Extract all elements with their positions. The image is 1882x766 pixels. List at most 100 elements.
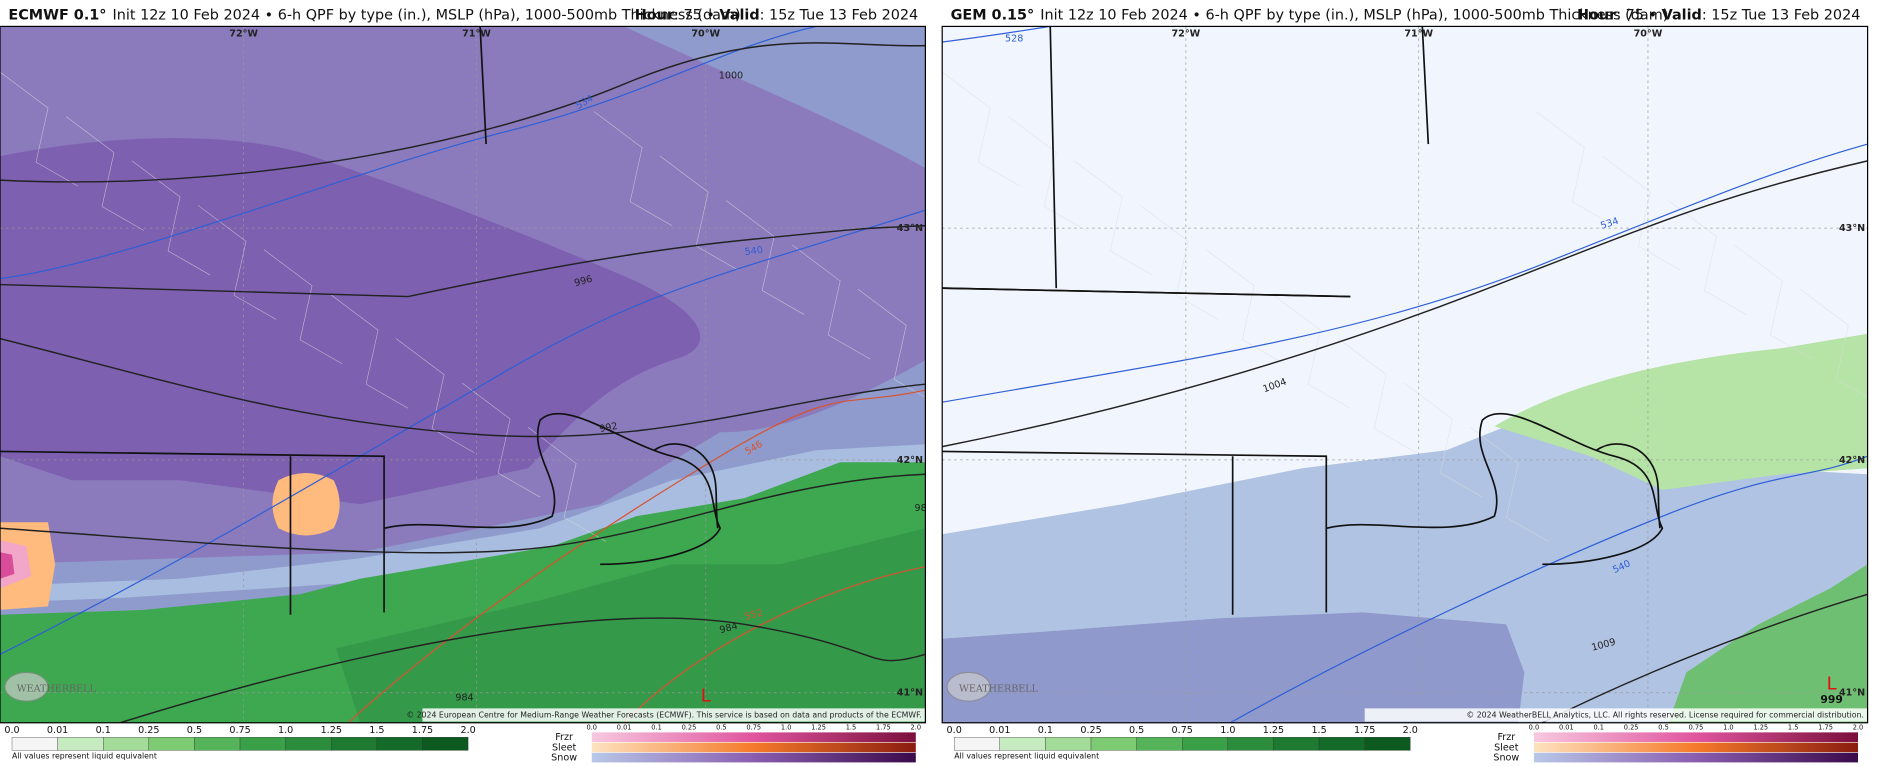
- type-bar: [591, 742, 916, 753]
- type-tick: 1.75: [1818, 724, 1833, 732]
- valid-time: Hour: 75 • Valid: 15z Tue 13 Feb 2024: [1577, 8, 1860, 24]
- low-marker: L: [701, 685, 711, 706]
- qpf-tick: 1.0: [278, 725, 293, 736]
- latitude-label: 41°N: [897, 688, 923, 699]
- contour-line: [942, 26, 1051, 43]
- contour-label: 98: [914, 503, 926, 514]
- qpf-tick: 1.25: [321, 725, 342, 736]
- copyright-box: [1364, 708, 1868, 722]
- precip-area: [0, 540, 32, 589]
- contour-line: [1542, 593, 1868, 723]
- map-frame: [941, 25, 1869, 724]
- type-tick: 1.5: [1788, 724, 1798, 732]
- type-tick: 1.0: [781, 724, 791, 732]
- qpf-tick: 0.5: [187, 725, 202, 736]
- precip-area: [0, 444, 926, 603]
- qpf-swatch: [1045, 737, 1092, 751]
- contour-label: 1000: [719, 71, 743, 82]
- valid-label: Valid: [1662, 8, 1702, 24]
- type-label: Frzr: [1497, 732, 1515, 743]
- precip-area: [272, 473, 340, 536]
- type-tick: 0.1: [1593, 724, 1603, 732]
- type-bar: [591, 732, 916, 742]
- qpf-swatch: [148, 737, 195, 751]
- type-tick: 0.1: [651, 724, 661, 732]
- qpf-swatch: [1364, 737, 1411, 751]
- longitude-label: 72°W: [1171, 29, 1200, 40]
- qpf-swatch: [954, 737, 1000, 751]
- qpf-tick: 0.25: [138, 725, 159, 736]
- qpf-tick: 1.5: [369, 725, 384, 736]
- qpf-swatch: [1182, 737, 1229, 751]
- precip-area: [942, 612, 1525, 723]
- qpf-tick: 1.25: [1263, 725, 1284, 736]
- county-border: [725, 200, 805, 315]
- type-tick: 1.0: [1723, 724, 1733, 732]
- contour-line: [942, 160, 1868, 448]
- qpf-tick: 1.75: [1354, 725, 1375, 736]
- legend-note: All values represent liquid equivalent: [12, 751, 157, 760]
- hour-value: : 75 •: [1616, 8, 1661, 24]
- county-border: [1404, 382, 1483, 498]
- county-border: [1206, 249, 1285, 365]
- copyright-box: [422, 708, 926, 722]
- county-border: [395, 338, 475, 453]
- contour-line: [347, 389, 926, 723]
- contour-label: 528: [1005, 33, 1023, 44]
- logo: WEATHERBELL: [17, 684, 97, 695]
- county-border: [1668, 200, 1747, 315]
- latitude-label: 42°N: [1839, 455, 1865, 466]
- qpf-tick: 0.75: [1172, 725, 1193, 736]
- qpf-tick: 0.25: [1080, 725, 1101, 736]
- county-border: [461, 382, 541, 498]
- valid-value: : 15z Tue 13 Feb 2024: [1702, 8, 1861, 24]
- valid-label: Valid: [719, 8, 759, 24]
- type-label: Snow: [1493, 753, 1519, 764]
- county-border: [858, 289, 926, 398]
- qpf-swatch: [194, 737, 241, 751]
- qpf-tick: 1.5: [1311, 725, 1326, 736]
- type-bar: [1533, 742, 1858, 753]
- county-border: [1338, 338, 1417, 453]
- panel: GEM 0.15° Init 12z 10 Feb 2024 • 6-h QPF …: [941, 8, 1869, 764]
- run-description: Init 12z 10 Feb 2024 • 6-h QPF by type (…: [113, 8, 741, 24]
- qpf-swatch: [11, 737, 58, 751]
- county-border: [1008, 116, 1087, 231]
- run-description: Init 12z 10 Feb 2024 • 6-h QPF by type (…: [1040, 8, 1668, 24]
- qpf-tick: 0.0: [4, 725, 19, 736]
- contour-line: [653, 443, 719, 529]
- qpf-swatch: [1090, 737, 1137, 751]
- type-tick: 0.01: [1559, 724, 1574, 732]
- precip-area: [336, 528, 926, 723]
- qpf-tick: 0.1: [1038, 725, 1053, 736]
- county-border: [1272, 293, 1351, 409]
- type-tick: 1.25: [1753, 724, 1768, 732]
- qpf-swatch: [1136, 737, 1183, 751]
- latitude-label: 42°N: [897, 455, 923, 466]
- type-tick: 0.5: [716, 724, 726, 732]
- qpf-tick: 0.01: [47, 725, 68, 736]
- type-tick: 0.5: [1658, 724, 1668, 732]
- contour-label: 984: [455, 693, 473, 704]
- county-border: [263, 249, 343, 365]
- qpf-tick: 1.75: [412, 725, 433, 736]
- type-tick: 0.0: [586, 724, 596, 732]
- low-pressure: 999: [1820, 693, 1843, 706]
- contour-line: [119, 617, 926, 723]
- qpf-tick: 0.75: [229, 725, 250, 736]
- precip-area: [1494, 333, 1868, 490]
- model-name: GEM 0.15°: [951, 8, 1035, 24]
- contour-line: [942, 143, 1868, 403]
- county-border: [942, 71, 1021, 187]
- contour-label: 992: [599, 421, 619, 435]
- qpf-swatch: [376, 737, 423, 751]
- county-border: [659, 155, 739, 271]
- county-border: [1602, 155, 1681, 271]
- contour-label: 996: [573, 274, 594, 289]
- contour-line: [0, 473, 926, 554]
- latitude-label: 41°N: [1839, 688, 1865, 699]
- map-frame: [0, 25, 926, 724]
- type-tick: 0.0: [1529, 724, 1539, 732]
- county-border: [197, 205, 277, 320]
